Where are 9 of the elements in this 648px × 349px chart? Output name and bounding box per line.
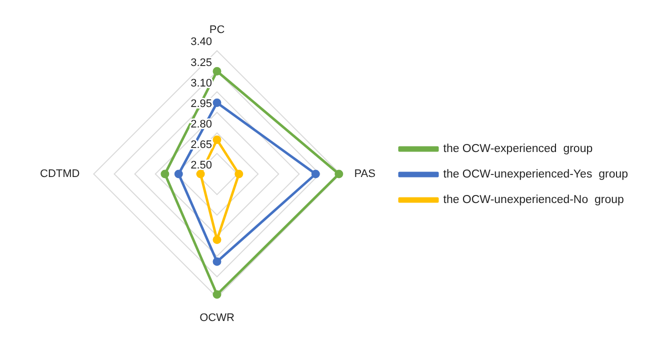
y-tick-label: 3.25	[190, 56, 212, 69]
spoke-label: OCWR	[200, 312, 234, 324]
spoke-label: PAS	[354, 168, 376, 180]
legend-label: the OCW-experienced group	[443, 143, 593, 156]
spoke-label: PC	[209, 24, 225, 36]
legend-label: the OCW-unexperienced-Yes group	[443, 168, 628, 181]
legend-label: the OCW-unexperienced-No group	[443, 194, 624, 206]
spoke-label: CDTMD	[40, 168, 80, 180]
y-tick-label: 3.40	[190, 36, 212, 48]
